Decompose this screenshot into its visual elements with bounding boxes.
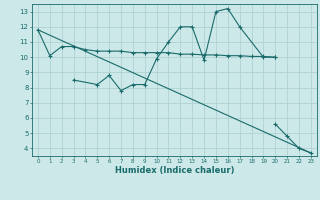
X-axis label: Humidex (Indice chaleur): Humidex (Indice chaleur) — [115, 166, 234, 175]
